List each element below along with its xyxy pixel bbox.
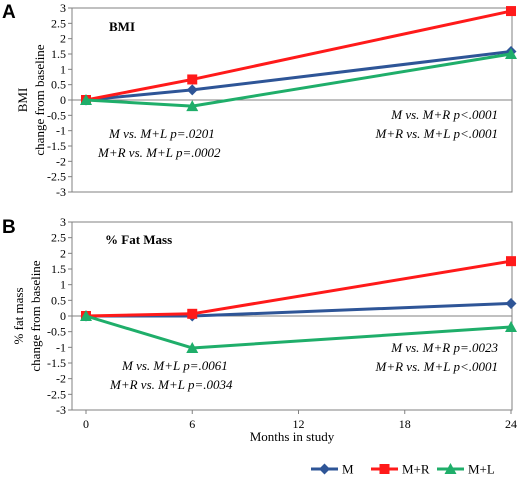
y-tick-label-a: 3 [60, 1, 66, 15]
data-point-b-M+R [187, 308, 198, 319]
data-point-a-M+R [187, 74, 198, 85]
data-point-b-M [505, 297, 517, 309]
annotation-b-left-1: M vs. M+L p=.0061 [121, 358, 228, 373]
panel-letter-b: B [2, 217, 16, 238]
data-point-a-M+R [506, 6, 516, 17]
y-tick-label-b: -0.5 [47, 325, 66, 339]
y-tick-label-b: -1.5 [47, 356, 66, 370]
legend: M M+R M+L [311, 462, 495, 477]
x-tick-label: 0 [83, 417, 89, 431]
panel-a: A BMI BMI change from baseline M vs. M+L… [2, 1, 517, 199]
series-line-b-M+R [85, 259, 512, 318]
y-tick-label-b: 0.5 [51, 293, 66, 307]
y-tick-label-a: -0.5 [47, 108, 66, 122]
y-tick-label-b: -1 [56, 340, 66, 354]
data-point-a-M+L [80, 94, 92, 105]
y-tick-label-a: 2 [60, 32, 66, 46]
panel-b: B % Fat Mass % fat mass change from base… [2, 215, 517, 444]
y-tick-label-b: 1 [60, 278, 66, 292]
panel-title-b: % Fat Mass [105, 232, 172, 247]
annotation-a-right-2: M+R vs. M+L p<.0001 [375, 126, 499, 141]
legend-label-M+L: M+L [468, 462, 495, 477]
y-tick-label-a: -1.5 [47, 139, 66, 153]
y-tick-label-b: -2.5 [47, 387, 66, 401]
data-point-b-M+L [80, 310, 92, 321]
x-axis-label: Months in study [250, 429, 335, 444]
data-point-b-M+R [506, 256, 516, 267]
annotation-b-right-2: M+R vs. M+L p<.0001 [375, 359, 499, 374]
y-axis-label-a-line2: change from baseline [32, 44, 47, 155]
series-group-a [80, 6, 517, 112]
legend-marker-M+L [444, 463, 457, 474]
y-tick-label-a: -2.5 [47, 170, 66, 184]
y-tick-label-a: -2 [56, 154, 66, 168]
series-line-a-M+L [85, 52, 512, 108]
data-point-b-M+L [505, 320, 517, 332]
y-tick-label-b: 2 [60, 246, 66, 260]
annotation-b-left-2: M+R vs. M+L p=.0034 [109, 377, 233, 392]
y-axis-label-a-line1: BMI [15, 88, 30, 113]
x-axis-b: 0 6 12 18 24 [83, 410, 517, 431]
y-tick-label-a: 1 [60, 62, 66, 76]
y-axis-a: 32.5 21.51 0.50-0.5 -1-1.5-2 -2.5-3 [47, 1, 512, 199]
y-tick-label-b: 1.5 [51, 262, 66, 276]
y-axis-label-b-line2: change from baseline [28, 260, 43, 371]
legend-marker-M [319, 463, 330, 475]
y-tick-label-a: 1.5 [51, 47, 66, 61]
data-point-a-M+L [505, 48, 517, 59]
legend-label-M: M [342, 462, 354, 477]
data-point-b-M+L [186, 341, 199, 353]
series-line-a-M+R [85, 9, 512, 102]
annotation-b-right-1: M vs. M+R p=.0023 [390, 340, 498, 355]
x-tick-label: 24 [505, 417, 517, 431]
x-tick-label: 18 [399, 417, 411, 431]
y-axis-label-b-line1: % fat mass [11, 287, 26, 344]
y-tick-label-a: 2.5 [51, 16, 66, 30]
y-tick-label-b: 2.5 [51, 231, 66, 245]
y-tick-label-b: -2 [56, 372, 66, 386]
x-tick-label: 6 [189, 417, 195, 431]
series-line-a-M [85, 50, 512, 102]
annotation-a-right-1: M vs. M+R p<.0001 [390, 107, 498, 122]
legend-marker-M+R [379, 464, 390, 474]
data-point-a-M+L [186, 100, 199, 112]
legend-label-M+R: M+R [402, 462, 430, 477]
data-point-a-M [186, 84, 198, 96]
y-tick-label-a: 0.5 [51, 78, 66, 92]
annotation-a-left-2: M+R vs. M+L p=.0002 [97, 145, 221, 160]
y-tick-label-b: 3 [60, 215, 66, 229]
y-tick-label-b: 0 [60, 309, 66, 323]
series-group-b [80, 256, 517, 353]
y-tick-label-a: -3 [56, 185, 66, 199]
y-tick-label-a: -1 [56, 124, 66, 138]
y-tick-label-b: -3 [56, 403, 66, 417]
y-tick-label-a: 0 [60, 93, 66, 107]
annotation-a-left-1: M vs. M+L p=.0201 [108, 126, 215, 141]
x-tick-label: 12 [293, 417, 305, 431]
panel-title-a: BMI [109, 19, 135, 34]
panel-letter-a: A [2, 2, 16, 23]
